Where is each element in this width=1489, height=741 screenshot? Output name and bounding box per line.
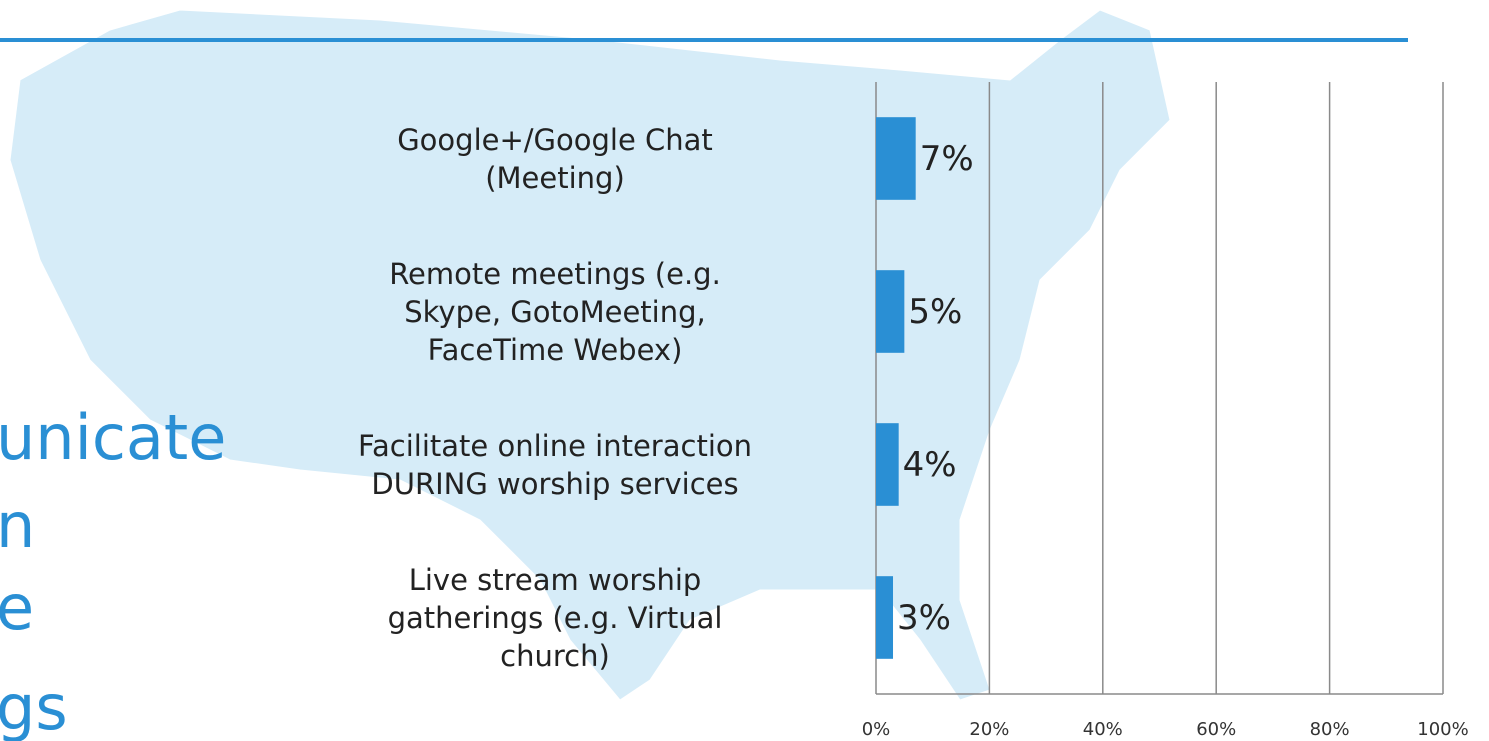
- bar: [876, 423, 899, 506]
- x-tick-label: 100%: [1417, 719, 1468, 740]
- title-fragment: n: [0, 489, 35, 562]
- category-label: Remote meetings (e.g. Skype, GotoMeeting…: [389, 256, 721, 367]
- title-fragment: e: [0, 571, 34, 644]
- x-tick-label: 0%: [862, 719, 891, 740]
- category-label: Facilitate online interaction DURING wor…: [358, 428, 752, 501]
- category-label: Google+/Google Chat (Meeting): [397, 122, 713, 195]
- bar: [876, 117, 916, 200]
- x-tick-label: 40%: [1083, 719, 1123, 740]
- value-label: 5%: [908, 292, 962, 332]
- title-fragment: gs: [0, 671, 68, 741]
- title-fragment: unicate: [0, 401, 226, 474]
- x-tick-label: 20%: [969, 719, 1009, 740]
- value-label: 4%: [903, 445, 957, 485]
- x-tick-label: 60%: [1196, 719, 1236, 740]
- category-label: Live stream worship gatherings (e.g. Vir…: [387, 562, 723, 673]
- bar: [876, 576, 894, 659]
- value-label: 7%: [920, 139, 974, 179]
- x-tick-label: 80%: [1310, 719, 1350, 740]
- value-label: 3%: [897, 598, 951, 638]
- bar: [876, 270, 905, 353]
